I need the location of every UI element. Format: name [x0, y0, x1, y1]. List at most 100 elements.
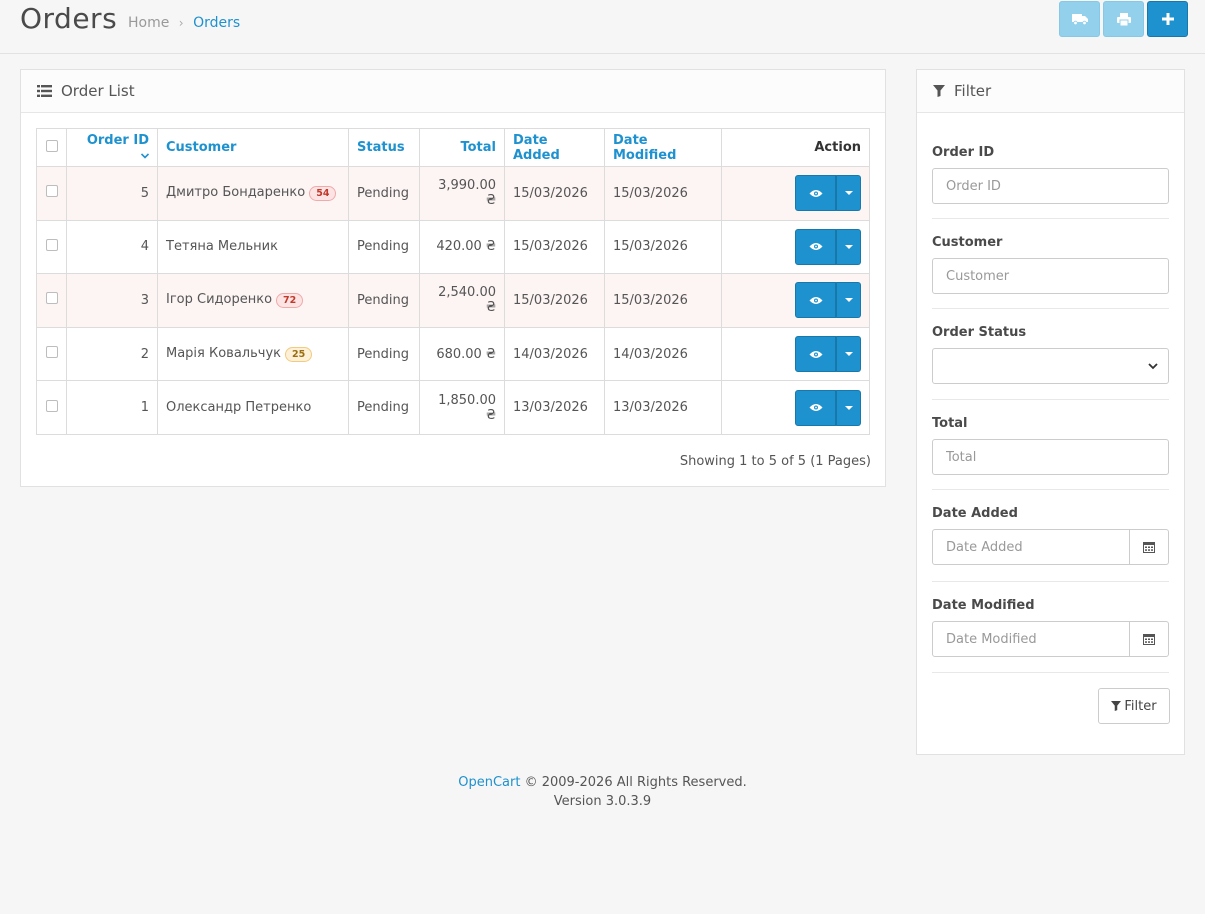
- view-order-button[interactable]: [795, 336, 836, 373]
- date-modified-cell: 15/03/2026: [604, 219, 722, 275]
- date-added-cell: 13/03/2026: [504, 380, 605, 435]
- order-list-panel: Order List Order ID Customer Status Tota…: [20, 69, 886, 487]
- divider: [932, 308, 1169, 309]
- opencart-link[interactable]: OpenCart: [458, 775, 521, 790]
- status-cell: Pending: [348, 219, 420, 275]
- date-added-cell: 15/03/2026: [504, 273, 605, 328]
- date-modified-calendar-button[interactable]: [1129, 621, 1169, 657]
- date-modified-cell: 15/03/2026: [604, 273, 722, 328]
- ship-button[interactable]: [1059, 1, 1100, 37]
- action-button-group: [795, 282, 861, 319]
- caret-down-icon: [844, 352, 853, 357]
- status-cell: Pending: [348, 380, 420, 435]
- view-order-button[interactable]: [795, 175, 836, 212]
- footer: OpenCart © 2009-2026 All Rights Reserved…: [0, 773, 1205, 811]
- filter-order-status-group: Order Status: [932, 325, 1169, 384]
- order-id-cell: 1: [66, 380, 158, 435]
- view-order-button[interactable]: [795, 228, 836, 265]
- customer-badge: 54: [309, 186, 337, 202]
- view-order-button[interactable]: [795, 389, 836, 426]
- action-cell: [721, 166, 870, 221]
- caret-down-icon: [844, 191, 853, 196]
- filter-customer-label: Customer: [932, 235, 1003, 250]
- breadcrumb-home-link[interactable]: Home: [128, 15, 170, 31]
- page-header: Orders Home › Orders: [0, 0, 1205, 54]
- filter-order-id-input[interactable]: [932, 168, 1169, 204]
- eye-icon: [809, 243, 822, 251]
- order-actions-dropdown-button[interactable]: [836, 175, 861, 212]
- row-select-cell: [36, 273, 67, 328]
- date-added-cell: 15/03/2026: [504, 219, 605, 275]
- add-order-button[interactable]: [1147, 1, 1188, 37]
- row-checkbox[interactable]: [45, 399, 58, 412]
- sort-customer[interactable]: Customer: [157, 128, 349, 167]
- row-checkbox[interactable]: [45, 185, 58, 198]
- column-order-id-label: Order ID: [86, 132, 149, 148]
- print-invoice-button[interactable]: [1103, 1, 1144, 37]
- total-cell: 680.00 ₴: [419, 326, 505, 382]
- filter-date-added-label: Date Added: [932, 506, 1018, 521]
- caret-down-icon: [844, 405, 853, 410]
- customer-badge: 72: [276, 293, 304, 309]
- filter-date-modified-input[interactable]: [932, 621, 1130, 657]
- table-row: 4 Тетяна Мельник Pending 420.00 ₴ 15/03/2026…: [36, 219, 870, 275]
- filter-total-group: Total: [932, 416, 1169, 475]
- customer-cell: Марія Ковальчук 25: [157, 326, 349, 382]
- customer-name: Олександр Петренко: [166, 400, 312, 416]
- date-added-cell: 14/03/2026: [504, 326, 605, 382]
- sort-date-modified[interactable]: Date Modified: [604, 128, 722, 167]
- order-actions-dropdown-button[interactable]: [836, 336, 861, 373]
- filter-date-added-input[interactable]: [932, 529, 1130, 565]
- row-checkbox[interactable]: [45, 292, 58, 305]
- select-all-checkbox[interactable]: [45, 139, 58, 152]
- sort-total[interactable]: Total: [419, 128, 505, 167]
- list-icon: [37, 85, 52, 97]
- filter-date-added-group: Date Added: [932, 506, 1169, 565]
- row-select-cell: [36, 380, 67, 435]
- action-button-group: [795, 336, 861, 373]
- total-cell: 3,990.00 ₴: [419, 166, 505, 221]
- row-checkbox[interactable]: [45, 346, 58, 359]
- order-actions-dropdown-button[interactable]: [836, 228, 861, 265]
- total-cell: 1,850.00 ₴: [419, 380, 505, 435]
- sort-date-added[interactable]: Date Added: [504, 128, 605, 167]
- filter-button[interactable]: Filter: [1098, 688, 1170, 724]
- footer-copyright-line: OpenCart © 2009-2026 All Rights Reserved…: [0, 773, 1205, 792]
- calendar-icon: [1143, 542, 1155, 553]
- total-cell: 420.00 ₴: [419, 219, 505, 275]
- caret-down-icon: [844, 298, 853, 303]
- order-id-cell: 3: [66, 273, 158, 328]
- breadcrumb-orders-link[interactable]: Orders: [193, 15, 241, 31]
- table-row: 3 Ігор Сидоренко 72 Pending 2,540.00 ₴ 15/03/…: [36, 273, 870, 328]
- customer-cell: Олександр Петренко: [157, 380, 349, 435]
- select-all-cell: [36, 128, 67, 167]
- divider: [932, 672, 1169, 673]
- view-order-button[interactable]: [795, 282, 836, 319]
- order-actions-dropdown-button[interactable]: [836, 389, 861, 426]
- eye-icon: [809, 350, 822, 358]
- row-checkbox[interactable]: [45, 238, 58, 251]
- sort-order-id[interactable]: Order ID: [66, 128, 158, 167]
- date-modified-cell: 14/03/2026: [604, 326, 722, 382]
- filter-customer-group: Customer: [932, 235, 1169, 294]
- filter-order-id-label: Order ID: [932, 145, 995, 160]
- customer-cell: Тетяна Мельник: [157, 219, 349, 275]
- date-added-calendar-button[interactable]: [1129, 529, 1169, 565]
- print-icon: [1116, 12, 1131, 26]
- copyright-text: © 2009-2026 All Rights Reserved.: [524, 775, 747, 790]
- sort-status[interactable]: Status: [348, 128, 420, 167]
- status-cell: Pending: [348, 326, 420, 382]
- divider: [932, 218, 1169, 219]
- filter-total-input[interactable]: [932, 439, 1169, 475]
- filter-date-modified-label: Date Modified: [932, 598, 1035, 613]
- customer-cell: Ігор Сидоренко 72: [157, 273, 349, 328]
- order-id-cell: 5: [66, 166, 158, 221]
- action-cell: [721, 326, 870, 382]
- filter-order-status-select[interactable]: [932, 348, 1169, 384]
- customer-name: Дмитро Бондаренко: [166, 185, 306, 201]
- calendar-icon: [1143, 634, 1155, 645]
- filter-customer-input[interactable]: [932, 258, 1169, 294]
- date-added-cell: 15/03/2026: [504, 166, 605, 221]
- truck-icon: [1071, 14, 1088, 25]
- order-actions-dropdown-button[interactable]: [836, 282, 861, 319]
